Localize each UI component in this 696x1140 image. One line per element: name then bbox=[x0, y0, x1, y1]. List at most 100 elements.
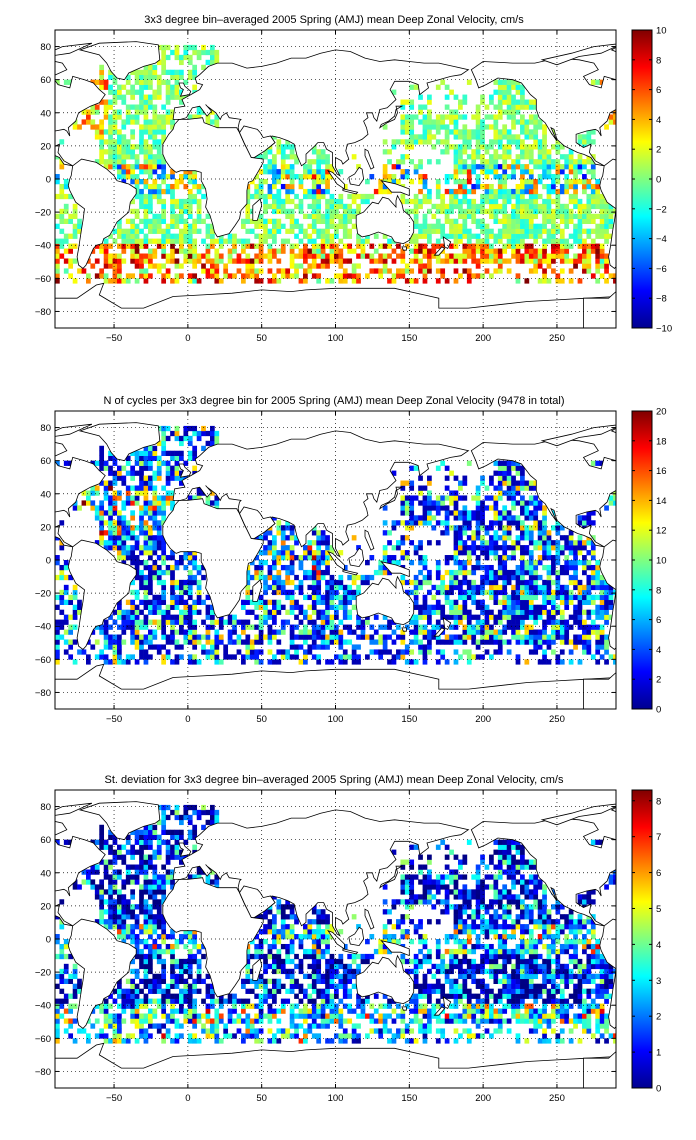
heatmap-cell bbox=[214, 430, 220, 437]
heatmap-cell bbox=[542, 154, 547, 160]
heatmap-cell bbox=[599, 253, 605, 259]
heatmap-cell bbox=[316, 218, 322, 224]
heatmap-cell bbox=[117, 644, 122, 650]
heatmap-cell bbox=[161, 213, 167, 220]
heatmap-cell bbox=[152, 644, 158, 650]
heatmap-cell bbox=[564, 243, 570, 249]
heatmap-cell bbox=[94, 624, 100, 630]
heatmap-cell bbox=[480, 475, 485, 481]
heatmap-cell bbox=[404, 124, 410, 130]
heatmap-cell bbox=[427, 475, 432, 481]
heatmap-cell bbox=[307, 550, 313, 556]
heatmap-cell bbox=[148, 460, 153, 466]
heatmap-cell bbox=[267, 159, 273, 165]
heatmap-cell bbox=[373, 248, 379, 254]
heatmap-cell bbox=[590, 213, 596, 220]
heatmap-cell bbox=[130, 94, 136, 100]
heatmap-cell bbox=[205, 629, 211, 635]
heatmap-cell bbox=[156, 510, 162, 516]
heatmap-cell bbox=[121, 159, 127, 165]
heatmap-cell bbox=[586, 540, 592, 546]
heatmap-cell bbox=[480, 629, 485, 635]
heatmap-cell bbox=[590, 510, 596, 516]
heatmap-cell bbox=[139, 69, 144, 75]
heatmap-cell bbox=[334, 198, 339, 205]
heatmap-cell bbox=[475, 510, 481, 516]
heatmap-cell bbox=[520, 169, 525, 175]
heatmap-cell bbox=[520, 634, 525, 640]
heatmap-cell bbox=[280, 619, 286, 625]
heatmap-cell bbox=[179, 273, 184, 279]
heatmap-cell bbox=[480, 94, 485, 100]
heatmap-cell bbox=[471, 198, 477, 205]
heatmap-cell bbox=[444, 179, 450, 185]
heatmap-cell bbox=[382, 124, 388, 130]
heatmap-cell bbox=[183, 564, 189, 571]
heatmap-cell bbox=[99, 515, 105, 521]
heatmap-cell bbox=[528, 183, 534, 190]
heatmap-cell bbox=[121, 134, 127, 140]
heatmap-cell bbox=[369, 639, 375, 645]
heatmap-cell bbox=[462, 649, 468, 655]
heatmap-cell bbox=[183, 248, 189, 254]
heatmap-cell bbox=[139, 74, 144, 80]
heatmap-cell bbox=[449, 203, 454, 210]
heatmap-cell bbox=[258, 604, 264, 610]
heatmap-cell bbox=[254, 654, 260, 660]
heatmap-cell bbox=[130, 144, 136, 150]
heatmap-cell bbox=[462, 124, 468, 130]
heatmap-cell bbox=[280, 584, 286, 591]
heatmap-cell bbox=[59, 183, 65, 190]
heatmap-cell bbox=[391, 639, 397, 645]
heatmap-cell bbox=[418, 174, 423, 180]
heatmap-cell bbox=[404, 520, 410, 526]
heatmap-cell bbox=[316, 164, 322, 170]
heatmap-cell bbox=[72, 614, 78, 620]
heatmap-cell bbox=[192, 430, 198, 437]
heatmap-cell bbox=[156, 213, 162, 220]
heatmap-cell bbox=[515, 258, 521, 264]
heatmap-cell bbox=[422, 505, 428, 511]
heatmap-cell bbox=[484, 525, 490, 531]
colorbar-tick-label: 2 bbox=[656, 145, 661, 156]
heatmap-cell bbox=[511, 223, 516, 229]
heatmap-cell bbox=[484, 144, 490, 150]
heatmap-cell bbox=[458, 273, 463, 279]
heatmap-cell bbox=[165, 84, 171, 90]
heatmap-cell bbox=[533, 510, 539, 516]
heatmap-cell bbox=[258, 258, 264, 264]
heatmap-cell bbox=[134, 69, 140, 75]
heatmap-cell bbox=[595, 584, 601, 591]
heatmap-cell bbox=[134, 79, 140, 85]
heatmap-cell bbox=[497, 114, 503, 120]
y-tick-label: −40 bbox=[35, 622, 51, 633]
heatmap-cell bbox=[444, 124, 450, 130]
heatmap-cell bbox=[263, 233, 268, 239]
heatmap-cell bbox=[387, 179, 392, 185]
heatmap-cell bbox=[125, 273, 131, 279]
heatmap-cell bbox=[524, 579, 530, 586]
heatmap-cell bbox=[254, 233, 260, 239]
heatmap-cell bbox=[449, 223, 454, 229]
heatmap-cell bbox=[542, 228, 547, 234]
heatmap-cell bbox=[520, 500, 525, 506]
heatmap-cell bbox=[577, 198, 583, 205]
heatmap-cell bbox=[590, 460, 596, 466]
heatmap-cell bbox=[55, 634, 60, 640]
heatmap-cell bbox=[192, 69, 198, 75]
heatmap-cell bbox=[573, 169, 578, 175]
heatmap-cell bbox=[223, 649, 229, 655]
heatmap-cell bbox=[311, 550, 317, 556]
heatmap-cell bbox=[165, 555, 171, 561]
heatmap-cell bbox=[400, 485, 406, 491]
heatmap-cell bbox=[533, 604, 539, 610]
heatmap-cell bbox=[342, 223, 348, 229]
heatmap-cell bbox=[409, 119, 415, 125]
heatmap-cell bbox=[542, 555, 547, 561]
heatmap-cell bbox=[506, 609, 512, 615]
heatmap-cell bbox=[334, 208, 339, 215]
heatmap-cell bbox=[108, 500, 113, 506]
heatmap-cell bbox=[325, 589, 330, 596]
heatmap-cell bbox=[524, 203, 530, 210]
heatmap-cell bbox=[294, 223, 299, 229]
